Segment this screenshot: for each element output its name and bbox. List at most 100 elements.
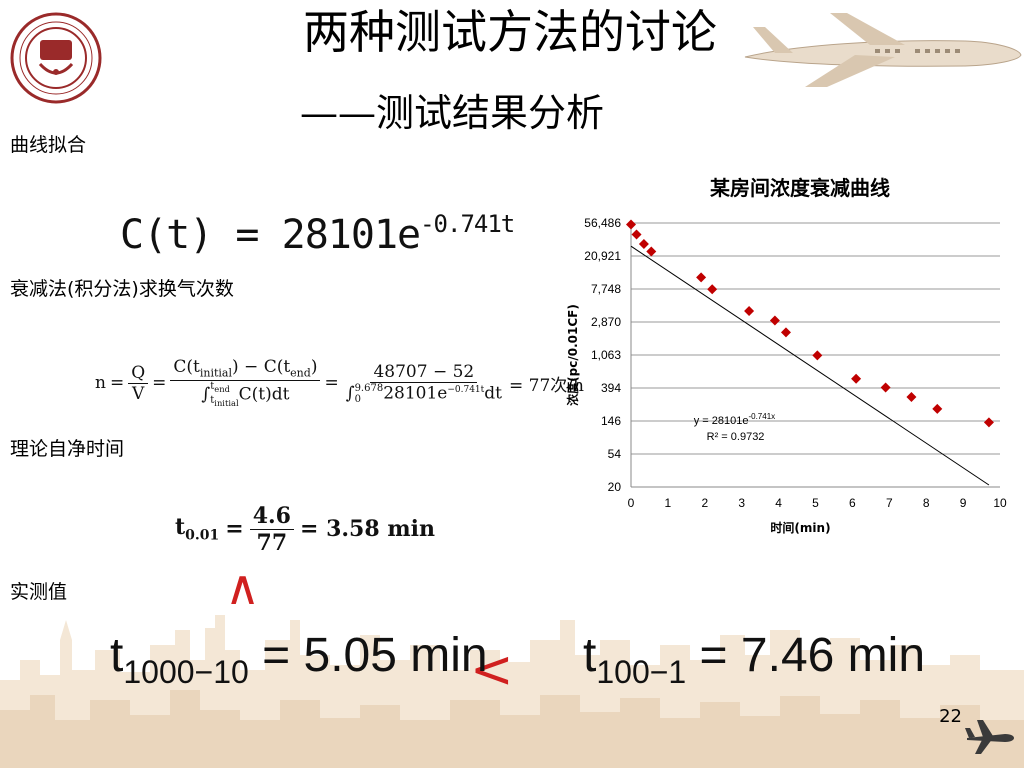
chart-title: 某房间浓度衰减曲线 — [710, 176, 890, 200]
section-theory-time: 理论自净时间 — [10, 438, 125, 460]
data-point — [812, 350, 823, 361]
self-clean-sub: 0.01 — [185, 527, 220, 544]
page-number: 22 — [939, 706, 962, 727]
y-tick-label: 7,748 — [591, 282, 621, 296]
fit-eq: = — [235, 212, 259, 258]
trendline-equation: y = 28101e-0.741x — [694, 412, 775, 427]
ach-q-over-v: Q V — [128, 363, 149, 404]
data-point — [851, 373, 862, 384]
ach-general-fraction: C(tinitial) − C(tend) ∫ tend tinitial C(t)d… — [170, 357, 321, 409]
ach-lower-t: t — [210, 394, 215, 406]
self-clean-den: 77 — [256, 529, 288, 556]
x-tick-label: 0 — [628, 496, 635, 510]
data-point — [983, 417, 994, 428]
equation-base: y = 28101e — [694, 415, 749, 427]
ach-sub-end: end — [290, 366, 311, 380]
ach-upper-sub: end — [214, 383, 230, 394]
ach-q: Q — [128, 363, 149, 384]
x-tick-label: 3 — [738, 496, 745, 510]
x-tick-label: 5 — [812, 496, 819, 510]
section-decay-method: 衰减法(积分法)求换气次数 — [10, 278, 234, 300]
data-point — [626, 219, 636, 230]
data-point — [932, 403, 943, 414]
x-tick-label: 6 — [849, 496, 856, 510]
y-tick-label: 20 — [608, 480, 622, 494]
airplane-icon — [965, 720, 1014, 754]
city-skyline-background — [0, 615, 1024, 768]
ach-eq-2: = — [152, 373, 167, 393]
data-point — [769, 315, 780, 326]
self-clean-fraction: 4.6 77 — [249, 503, 294, 556]
fit-equation: C(t) = 28101e-0.741t — [120, 210, 515, 258]
university-seal-logo — [10, 12, 102, 104]
ach-lower-limit: tinitial — [210, 395, 238, 409]
x-tick-label: 10 — [993, 496, 1007, 510]
y-tick-label: 394 — [601, 381, 621, 395]
data-point — [646, 246, 657, 257]
y-tick-label: 146 — [601, 414, 621, 428]
x-tick-label: 9 — [960, 496, 967, 510]
fit-lhs: C(t) — [120, 212, 213, 258]
ach-upper-t: t — [210, 380, 215, 392]
self-clean-t: t — [175, 514, 186, 541]
y-axis-label: 浓度(pc/0.01CF) — [565, 304, 580, 406]
ach-eq-1: = — [109, 373, 125, 393]
measured-1-value: = 5.05 min — [248, 629, 488, 682]
ach-numeric-numerator: 48707 − 52 — [370, 362, 478, 383]
self-clean-num: 4.6 — [249, 503, 294, 530]
ach-lower-sub: initial — [214, 397, 239, 408]
data-point — [880, 382, 891, 393]
equation-exponent: -0.741x — [748, 412, 775, 421]
ach-num-part3: ) — [310, 357, 318, 378]
ach-sub-initial: initial — [199, 366, 233, 380]
ach-numeric-limits: 9.678 0 — [355, 383, 384, 405]
x-tick-label: 7 — [886, 496, 893, 510]
airplane-icon — [744, 13, 1022, 87]
ach-numeric-lower: 0 — [354, 393, 361, 405]
data-point — [906, 392, 917, 403]
trendline — [630, 245, 990, 486]
trendline-r-squared: R² = 0.9732 — [707, 431, 765, 443]
measured-2-value: = 7.46 min — [686, 629, 926, 682]
measured-time-2: t100−1 = 7.46 min — [583, 628, 925, 691]
data-point — [707, 284, 718, 295]
section-curve-fit: 曲线拟合 — [10, 134, 87, 156]
ach-upper-limit: tend — [210, 381, 238, 395]
ach-equation: n = Q V = C(tinitial) − C(tend) ∫ tend tin… — [95, 347, 584, 419]
data-point — [744, 305, 755, 316]
ach-numeric-upper: 9.678 — [354, 382, 384, 394]
x-axis-label: 时间(min) — [770, 520, 830, 535]
ach-numeric-fraction: 48707 − 52 ∫ 9.678 0 28101e−0.741tdt — [343, 362, 505, 405]
self-clean-eq: = — [225, 516, 244, 542]
ach-general-numerator: C(tinitial) − C(tend) — [170, 357, 321, 381]
measured-2-t: t — [583, 629, 597, 682]
y-tick-label: 56,486 — [584, 216, 621, 230]
ach-v: V — [132, 383, 145, 404]
measured-1-t: t — [110, 629, 124, 682]
data-point — [631, 229, 642, 240]
section-measured: 实测值 — [10, 581, 68, 603]
greater-than-symbol: ∧ — [225, 560, 261, 616]
ach-numeric-body: 28101e — [383, 383, 448, 403]
ach-numeric-exp: −0.741t — [447, 384, 485, 395]
y-tick-label: 1,063 — [591, 348, 621, 362]
y-tick-label: 2,870 — [591, 315, 621, 329]
data-point — [780, 327, 791, 338]
self-clean-equation: t0.01 = 4.6 77 = 3.58 min — [175, 498, 435, 560]
fit-exponent: -0.741t — [420, 210, 515, 238]
ach-integral-limits: tend tinitial — [210, 381, 238, 409]
less-than-symbol: < — [470, 640, 514, 700]
self-clean-result: = 3.58 min — [300, 516, 435, 542]
slide-title: 两种测试方法的讨论 — [303, 5, 717, 59]
ach-general-denominator: ∫ tend tinitial C(t)dt — [198, 381, 292, 409]
ach-num-part1: C(t — [173, 357, 200, 378]
self-clean-lhs: t0.01 — [175, 514, 219, 543]
ach-num-part2: ) − C(t — [232, 357, 291, 378]
ach-integral-sign: ∫ — [201, 384, 211, 405]
x-tick-label: 2 — [701, 496, 708, 510]
slide-subtitle: ——测试结果分析 — [300, 91, 605, 135]
x-tick-label: 4 — [775, 496, 782, 510]
ach-numeric-denominator: ∫ 9.678 0 28101e−0.741tdt — [345, 382, 502, 405]
ach-eq-3: = — [324, 373, 339, 393]
ach-n: n — [95, 373, 106, 393]
